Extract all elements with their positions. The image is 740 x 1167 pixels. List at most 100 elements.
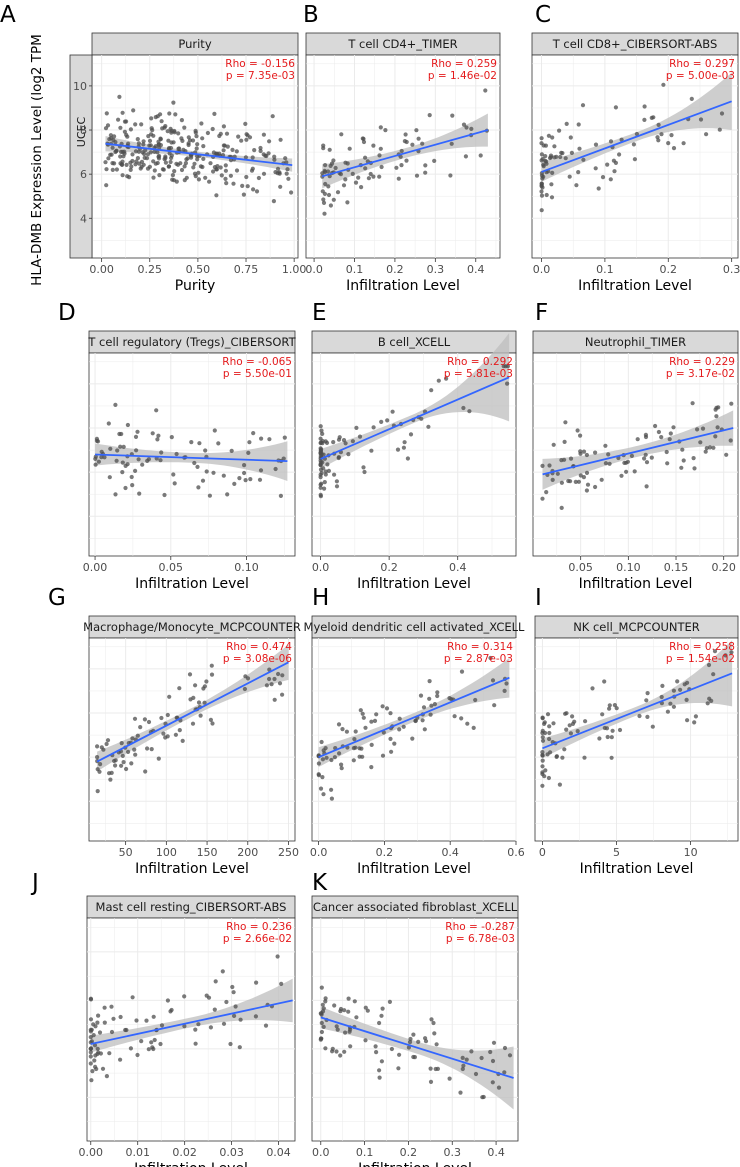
data-point [242, 470, 247, 476]
y-tick-label: 4 [80, 212, 87, 225]
data-point [195, 464, 200, 469]
data-point [93, 1024, 98, 1029]
data-point [236, 134, 241, 139]
data-point [554, 754, 560, 759]
data-point [141, 162, 146, 167]
data-point [211, 169, 216, 174]
data-point [113, 758, 118, 763]
data-point [231, 181, 236, 186]
data-point [198, 713, 203, 718]
data-point [432, 1031, 437, 1036]
data-point [369, 448, 374, 453]
data-point [491, 1040, 497, 1045]
data-point [459, 669, 465, 674]
data-point [320, 189, 325, 194]
data-point [149, 1040, 154, 1045]
data-point [117, 94, 122, 99]
data-point [363, 155, 368, 160]
data-point [705, 701, 710, 706]
data-point [320, 1002, 325, 1007]
data-point [94, 436, 99, 441]
data-point [649, 115, 654, 120]
data-point [397, 727, 402, 732]
data-point [318, 786, 324, 791]
data-point [134, 1018, 139, 1023]
data-point [244, 132, 249, 137]
data-point [156, 756, 161, 761]
data-point [118, 125, 123, 130]
data-point [583, 719, 588, 724]
data-point [228, 173, 233, 178]
data-point [416, 136, 421, 141]
p-annotation: p = 3.08e-06 [223, 653, 292, 665]
data-point [130, 152, 135, 157]
data-point [481, 1094, 486, 1100]
data-point [166, 138, 171, 143]
data-point [711, 445, 716, 450]
x-tick-label: 150 [197, 846, 218, 859]
data-point [632, 157, 638, 162]
data-point [275, 954, 280, 959]
data-point [396, 1066, 401, 1071]
data-point [125, 422, 130, 428]
data-point [158, 1041, 163, 1047]
x-tick-label: 250 [278, 846, 299, 859]
data-point [551, 442, 556, 447]
data-point [338, 1053, 343, 1058]
data-point [402, 139, 407, 144]
data-point [353, 745, 358, 750]
data-point [411, 1054, 416, 1060]
data-point [133, 752, 138, 757]
data-point [388, 736, 393, 742]
data-point [157, 153, 162, 159]
data-point [321, 792, 326, 797]
data-point [334, 1049, 339, 1054]
data-point [469, 1049, 474, 1054]
data-point [169, 140, 174, 145]
data-point [121, 760, 126, 765]
data-point [671, 688, 677, 693]
data-point [448, 173, 453, 178]
data-point [447, 1076, 452, 1081]
data-point [316, 772, 321, 777]
data-point [567, 723, 572, 728]
x-tick-label: 0.10 [234, 561, 259, 574]
data-point [133, 468, 138, 473]
x-tick-label: 0.4 [449, 561, 467, 574]
data-point [363, 725, 368, 730]
data-point [656, 122, 661, 127]
data-point [547, 463, 552, 468]
data-point [177, 728, 182, 733]
data-point [354, 425, 359, 430]
data-point [540, 753, 545, 758]
x-tick-label: 0.0 [533, 263, 551, 276]
data-point [502, 1070, 507, 1075]
data-point [332, 472, 337, 477]
data-point [584, 452, 590, 458]
data-point [371, 425, 376, 430]
data-point [643, 452, 648, 457]
data-point [578, 473, 583, 478]
data-point [165, 129, 170, 134]
data-point [402, 440, 407, 445]
data-point [200, 164, 205, 170]
panel-g: G Macrophage/Monocyte_MCPCOUNTER Rho = 0.4… [48, 585, 301, 877]
data-point [681, 141, 686, 146]
data-point [108, 133, 113, 138]
data-point [218, 165, 223, 170]
data-point [138, 166, 143, 171]
data-point [109, 770, 114, 776]
data-point [108, 446, 113, 451]
data-point [258, 145, 263, 151]
data-point [544, 192, 549, 198]
regression-line [542, 672, 733, 750]
data-point [369, 765, 374, 770]
data-point [110, 167, 115, 172]
data-point [398, 154, 403, 159]
data-point [129, 761, 134, 766]
data-point [407, 1040, 413, 1045]
data-point [624, 469, 629, 474]
data-point [622, 460, 627, 465]
data-point [234, 149, 239, 154]
data-point [138, 725, 143, 730]
